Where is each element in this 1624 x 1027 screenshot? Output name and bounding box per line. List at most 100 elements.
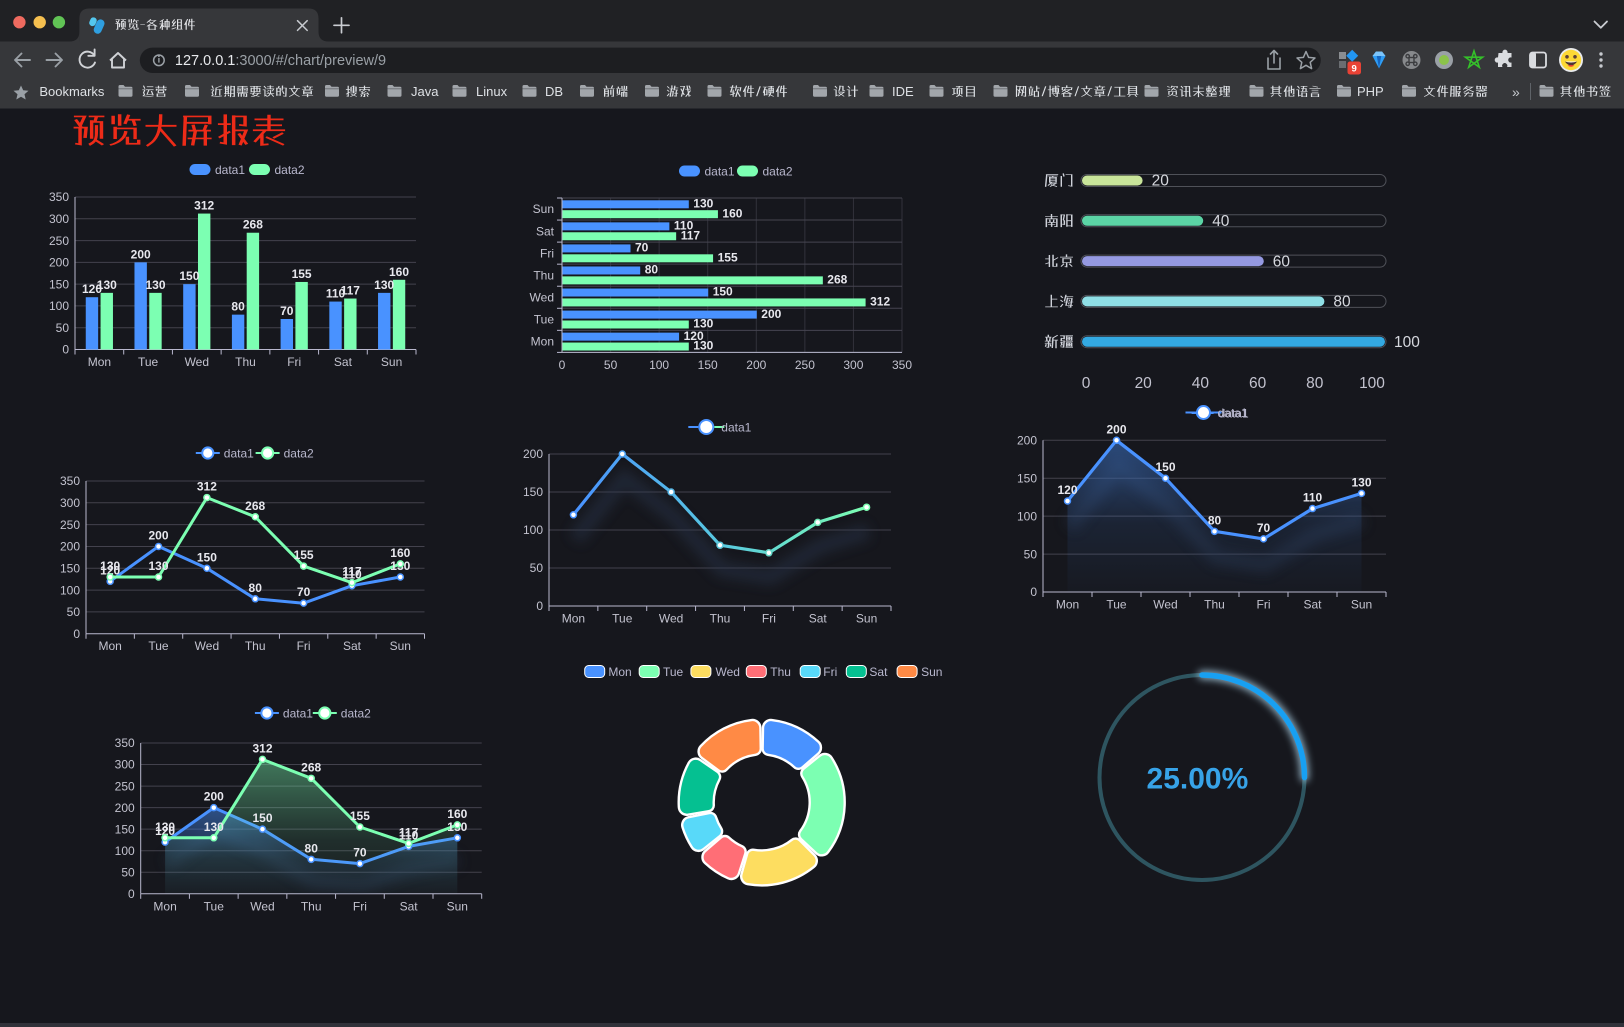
svg-text:312: 312 xyxy=(194,199,214,213)
svg-text:0: 0 xyxy=(128,887,135,901)
svg-text:80: 80 xyxy=(305,841,319,855)
svg-text:130: 130 xyxy=(374,278,394,292)
svg-text:300: 300 xyxy=(60,496,80,510)
svg-text:Linux: Linux xyxy=(476,84,508,99)
svg-text:Wed: Wed xyxy=(530,291,554,305)
svg-text:Wed: Wed xyxy=(716,665,740,679)
svg-text:70: 70 xyxy=(1257,521,1271,535)
svg-text:50: 50 xyxy=(56,321,70,335)
svg-text:Tue: Tue xyxy=(534,313,555,327)
svg-text:150: 150 xyxy=(523,485,543,499)
svg-text:Sat: Sat xyxy=(809,612,828,626)
svg-text:Fri: Fri xyxy=(762,612,776,626)
svg-text:120: 120 xyxy=(100,563,120,577)
svg-text:110: 110 xyxy=(1303,491,1323,505)
svg-text:Sun: Sun xyxy=(1351,598,1372,612)
svg-text:130: 130 xyxy=(145,278,165,292)
svg-text:data1: data1 xyxy=(283,706,313,720)
svg-text:127.0.0.1:3000/#/chart/preview: 127.0.0.1:3000/#/chart/preview/9 xyxy=(175,53,386,69)
svg-text:250: 250 xyxy=(795,358,815,372)
svg-text:200: 200 xyxy=(746,358,766,372)
svg-text:268: 268 xyxy=(245,499,265,513)
svg-text:130: 130 xyxy=(693,317,713,331)
svg-text:Sun: Sun xyxy=(921,665,942,679)
svg-text:120: 120 xyxy=(1057,483,1077,497)
svg-text:150: 150 xyxy=(698,358,718,372)
svg-text:Mon: Mon xyxy=(531,335,554,349)
svg-text:130: 130 xyxy=(204,820,224,834)
svg-text:160: 160 xyxy=(722,206,742,220)
svg-text:Sun: Sun xyxy=(390,639,411,653)
svg-text:PHP: PHP xyxy=(1357,84,1384,99)
svg-text:150: 150 xyxy=(197,550,217,564)
svg-text:70: 70 xyxy=(353,846,367,860)
svg-text:200: 200 xyxy=(131,247,151,261)
svg-text:data2: data2 xyxy=(763,164,793,178)
svg-text:100: 100 xyxy=(115,844,135,858)
svg-text:200: 200 xyxy=(115,801,135,815)
svg-text:DB: DB xyxy=(545,84,563,99)
svg-text:300: 300 xyxy=(115,758,135,772)
svg-text:110: 110 xyxy=(326,287,346,301)
svg-text:250: 250 xyxy=(115,779,135,793)
svg-text:110: 110 xyxy=(674,219,694,233)
svg-text:117: 117 xyxy=(399,825,419,839)
svg-text:data2: data2 xyxy=(284,446,314,460)
svg-text:80: 80 xyxy=(231,300,245,314)
svg-text:Mon: Mon xyxy=(1056,598,1079,612)
svg-text:Sat: Sat xyxy=(343,639,362,653)
svg-text:Thu: Thu xyxy=(245,639,266,653)
svg-text:25.00%: 25.00% xyxy=(1147,763,1249,796)
svg-text:350: 350 xyxy=(49,190,69,204)
svg-text:50: 50 xyxy=(121,866,135,880)
svg-text:80: 80 xyxy=(1208,513,1222,527)
svg-text:Thu: Thu xyxy=(710,612,731,626)
svg-text:50: 50 xyxy=(1024,547,1038,561)
svg-text:120: 120 xyxy=(155,824,175,838)
svg-text:200: 200 xyxy=(1106,422,1126,436)
svg-text:350: 350 xyxy=(892,358,912,372)
svg-text:80: 80 xyxy=(249,581,263,595)
svg-text:130: 130 xyxy=(693,197,713,211)
svg-text:160: 160 xyxy=(447,807,467,821)
svg-text:160: 160 xyxy=(389,265,409,279)
svg-text:Fri: Fri xyxy=(1257,598,1271,612)
svg-text:data1: data1 xyxy=(224,446,254,460)
svg-text:130: 130 xyxy=(100,559,120,573)
svg-text:Mon: Mon xyxy=(88,355,111,369)
svg-text:100: 100 xyxy=(49,299,69,313)
svg-text:Sat: Sat xyxy=(1303,598,1322,612)
svg-text:300: 300 xyxy=(49,212,69,226)
svg-text:160: 160 xyxy=(390,546,410,560)
svg-text:117: 117 xyxy=(341,284,361,298)
svg-text:Sat: Sat xyxy=(400,899,419,913)
svg-text:155: 155 xyxy=(292,267,312,281)
svg-text:Tue: Tue xyxy=(612,612,633,626)
svg-text:130: 130 xyxy=(693,339,713,353)
svg-text:117: 117 xyxy=(681,229,701,243)
svg-text:268: 268 xyxy=(243,218,263,232)
svg-text:70: 70 xyxy=(635,241,649,255)
svg-text:200: 200 xyxy=(523,447,543,461)
svg-text:312: 312 xyxy=(870,295,890,309)
svg-text:80: 80 xyxy=(645,263,659,277)
svg-text:200: 200 xyxy=(148,528,168,542)
svg-text:IDE: IDE xyxy=(892,84,914,99)
svg-text:155: 155 xyxy=(350,809,370,823)
svg-text:80: 80 xyxy=(1306,375,1324,392)
svg-text:0: 0 xyxy=(62,343,69,357)
svg-text:Mon: Mon xyxy=(608,665,631,679)
svg-text:Tue: Tue xyxy=(138,355,159,369)
svg-text:data2: data2 xyxy=(341,706,371,720)
svg-text:117: 117 xyxy=(342,565,362,579)
svg-text:data1: data1 xyxy=(705,164,735,178)
svg-text:0: 0 xyxy=(73,627,80,641)
svg-text:Fri: Fri xyxy=(823,665,837,679)
svg-text:Thu: Thu xyxy=(533,268,554,282)
svg-text:Bookmarks: Bookmarks xyxy=(39,84,105,99)
svg-text:Sat: Sat xyxy=(869,665,888,679)
svg-text:200: 200 xyxy=(1017,434,1037,448)
svg-text:268: 268 xyxy=(827,273,847,287)
svg-text:100: 100 xyxy=(523,523,543,537)
svg-text:Fri: Fri xyxy=(287,355,301,369)
